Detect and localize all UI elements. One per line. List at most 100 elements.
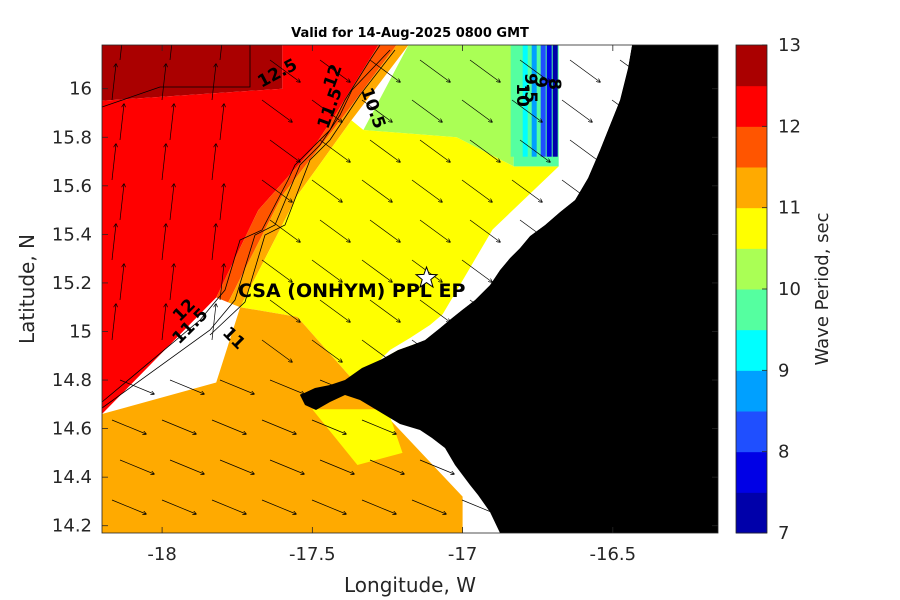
- direction-arrow-57: [311, 419, 346, 434]
- direction-arrow-24: [219, 45, 223, 61]
- direction-arrow-85: [461, 99, 492, 122]
- colorbar-tick-label: 8: [778, 442, 789, 463]
- direction-arrow-37: [261, 99, 292, 122]
- direction-arrow-21: [161, 419, 196, 434]
- direction-arrow-100: [519, 219, 550, 242]
- colorbar-swatch-0: [736, 492, 767, 534]
- direction-arrow-83: [411, 499, 446, 514]
- direction-arrow-56: [319, 379, 354, 394]
- direction-arrow-12: [169, 45, 173, 61]
- direction-arrow-53: [311, 259, 342, 282]
- direction-arrow-95: [461, 499, 496, 514]
- colorbar-tick-label: 9: [778, 360, 789, 381]
- direction-arrow-92: [469, 379, 500, 402]
- direction-arrow-64: [369, 219, 400, 242]
- land-mass: [300, 45, 718, 533]
- y-tick-label: 16: [69, 79, 92, 100]
- direction-arrow-67: [361, 339, 392, 362]
- x-axis-label: Longitude, W: [344, 573, 476, 597]
- period-regions: [102, 45, 559, 533]
- direction-arrow-55: [311, 339, 342, 362]
- direction-arrow-13: [161, 64, 166, 101]
- contour-label: 9.5: [520, 73, 540, 103]
- period-region-6: [102, 307, 463, 533]
- direction-arrow-9: [111, 419, 146, 434]
- colorbar-tick-label: 10: [778, 279, 801, 300]
- y-axis-label: Latitude, N: [15, 234, 39, 344]
- direction-arrow-68: [369, 379, 404, 394]
- contour-label: 8: [544, 78, 564, 90]
- x-tick-label: -18: [147, 544, 176, 565]
- direction-arrow-113: [611, 179, 642, 202]
- colorbar-swatch-2: [736, 411, 767, 453]
- x-tick-label: -17: [448, 544, 477, 565]
- direction-arrow-31: [211, 304, 216, 341]
- colorbar-swatch-3: [736, 370, 767, 412]
- direction-arrow-108: [561, 259, 592, 282]
- direction-arrow-61: [361, 99, 392, 122]
- direction-arrow-65: [361, 259, 392, 282]
- low-period-band-2: [531, 45, 537, 157]
- direction-arrow-111: [611, 99, 642, 122]
- low-period-band-5: [552, 45, 558, 157]
- direction-arrow-35: [211, 499, 246, 514]
- colorbar-tick-label: 7: [778, 523, 789, 544]
- direction-arrow-48: [319, 59, 350, 82]
- direction-arrow-84: [469, 59, 500, 82]
- y-tick-label: 14.8: [52, 370, 92, 391]
- direction-arrow-63: [361, 179, 392, 202]
- direction-arrow-32: [219, 379, 254, 394]
- direction-arrow-2: [119, 104, 124, 141]
- colorbar-swatch-7: [736, 207, 767, 249]
- colorbar-swatch-8: [736, 167, 767, 209]
- direction-arrow-42: [269, 299, 300, 322]
- direction-arrow-74: [419, 139, 450, 162]
- direction-arrow-115: [611, 259, 642, 282]
- y-tick-label: 15.8: [52, 127, 92, 148]
- direction-arrow-14: [169, 104, 174, 141]
- y-tick-label: 14.6: [52, 419, 92, 440]
- colorbar-label: Wave Period, sec: [812, 212, 833, 365]
- direction-arrow-90: [469, 299, 500, 322]
- direction-arrow-50: [319, 139, 350, 162]
- direction-arrow-81: [411, 419, 446, 434]
- site-star-icon: [414, 265, 439, 289]
- direction-arrow-82: [419, 459, 454, 474]
- direction-arrow-49: [311, 99, 342, 122]
- direction-arrow-3: [111, 144, 116, 181]
- direction-arrow-86: [469, 139, 500, 162]
- direction-arrow-22: [169, 459, 204, 474]
- direction-arrow-62: [369, 139, 400, 162]
- direction-arrow-44: [269, 379, 304, 394]
- annotations: CSA (ONHYM) PPL EP: [238, 265, 465, 302]
- colorbar-swatch-10: [736, 85, 767, 127]
- direction-arrow-114: [619, 219, 650, 242]
- direction-arrow-10: [119, 459, 154, 474]
- colorbar-swatch-1: [736, 451, 767, 493]
- y-tick-label: 15: [69, 321, 92, 342]
- y-axis: 14.2 14.4 14.6 14.8 15 15.2 15.4 15.6 15.8 16: [52, 79, 718, 537]
- direction-arrow-110: [619, 59, 650, 82]
- colorbar-swatch-11: [736, 45, 767, 87]
- direction-arrow-38: [269, 139, 300, 162]
- direction-arrow-70: [369, 459, 404, 474]
- direction-arrow-88: [469, 219, 500, 242]
- direction-arrow-60: [369, 59, 400, 82]
- direction-arrow-19: [161, 304, 166, 341]
- direction-arrow-91: [461, 339, 492, 362]
- direction-arrow-45: [261, 419, 296, 434]
- low-period-band-4: [546, 45, 552, 157]
- direction-arrow-106: [561, 179, 592, 202]
- colorbar-swatch-6: [736, 248, 767, 290]
- direction-arrow-47: [261, 499, 296, 514]
- direction-arrow-40: [269, 219, 300, 242]
- low-period-band-1: [522, 45, 528, 157]
- plot-frame: [101, 44, 719, 534]
- chart-title: Valid for 14-Aug-2025 0800 GMT: [291, 26, 529, 41]
- direction-arrow-15: [161, 144, 166, 181]
- y-tick-label: 15.6: [52, 176, 92, 197]
- y-tick-label: 15.4: [52, 224, 92, 245]
- direction-arrow-71: [361, 499, 396, 514]
- direction-arrow-46: [269, 459, 304, 474]
- direction-arrow-0: [119, 45, 123, 61]
